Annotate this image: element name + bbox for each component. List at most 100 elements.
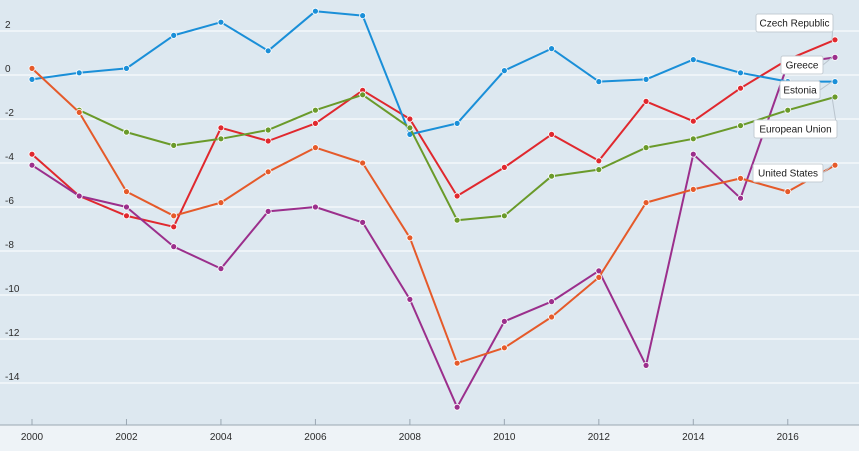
data-point-united-states[interactable] <box>312 144 319 152</box>
data-point-estonia[interactable] <box>453 120 461 127</box>
data-point-united-states[interactable] <box>170 212 178 220</box>
data-point-czech-republic[interactable] <box>595 157 603 165</box>
data-point-greece[interactable] <box>642 361 650 369</box>
data-point-greece[interactable] <box>737 194 744 202</box>
legend-item-czech-republic[interactable]: Czech Republic <box>755 13 834 40</box>
data-point-greece[interactable] <box>689 150 697 158</box>
data-point-estonia[interactable] <box>264 47 272 55</box>
data-point-greece[interactable] <box>264 207 272 215</box>
legend-item-european-union[interactable]: European Union <box>753 96 838 139</box>
data-point-european-union[interactable] <box>170 141 178 149</box>
data-point-czech-republic[interactable] <box>453 192 461 200</box>
data-point-european-union[interactable] <box>312 106 319 114</box>
data-point-czech-republic[interactable] <box>312 120 319 127</box>
data-point-united-states[interactable] <box>737 174 744 182</box>
data-point-czech-republic[interactable] <box>548 130 555 138</box>
data-point-estonia[interactable] <box>689 56 697 63</box>
data-point-european-union[interactable] <box>595 166 603 174</box>
legend-item-united-states[interactable]: United States <box>752 163 833 183</box>
data-point-european-union[interactable] <box>689 135 697 143</box>
y-tick-label: 2 <box>5 20 11 31</box>
data-point-greece[interactable] <box>548 298 555 306</box>
data-point-united-states[interactable] <box>689 185 697 193</box>
data-point-european-union[interactable] <box>831 93 839 101</box>
legend-box <box>755 13 834 33</box>
data-point-czech-republic[interactable] <box>264 137 272 145</box>
data-point-czech-republic[interactable] <box>642 98 650 105</box>
data-point-greece[interactable] <box>831 54 839 61</box>
data-point-czech-republic[interactable] <box>689 117 697 125</box>
data-point-czech-republic[interactable] <box>737 84 744 92</box>
data-point-european-union[interactable] <box>217 135 225 143</box>
data-point-greece[interactable] <box>28 161 36 169</box>
data-point-european-union[interactable] <box>123 128 130 136</box>
data-point-european-union[interactable] <box>264 126 272 134</box>
x-tick-label: 2008 <box>399 432 422 443</box>
data-point-united-states[interactable] <box>784 188 792 196</box>
y-tick-label: -2 <box>5 108 14 119</box>
data-point-estonia[interactable] <box>500 67 508 74</box>
data-point-european-union[interactable] <box>784 106 792 114</box>
data-point-united-states[interactable] <box>359 159 367 167</box>
data-point-czech-republic[interactable] <box>500 163 508 171</box>
y-axis-ticks: 2 0 -2 -4 -6 -8 -10 -12 -14 <box>5 20 20 383</box>
data-point-czech-republic[interactable] <box>217 124 225 132</box>
data-point-european-union[interactable] <box>737 122 744 129</box>
x-tick-label: 2012 <box>588 432 611 443</box>
data-point-european-union[interactable] <box>406 124 414 132</box>
data-point-greece[interactable] <box>170 243 178 251</box>
x-tick-label: 2004 <box>210 432 233 443</box>
data-point-united-states[interactable] <box>453 359 461 367</box>
data-point-czech-republic[interactable] <box>123 212 130 220</box>
data-point-estonia[interactable] <box>123 65 130 72</box>
data-point-greece[interactable] <box>75 192 83 200</box>
data-point-united-states[interactable] <box>75 109 83 116</box>
data-point-estonia[interactable] <box>595 78 603 85</box>
data-point-czech-republic[interactable] <box>28 150 36 158</box>
data-point-united-states[interactable] <box>500 344 508 352</box>
data-point-united-states[interactable] <box>217 199 225 207</box>
data-point-estonia[interactable] <box>359 12 367 19</box>
legend-item-greece[interactable]: Greece <box>780 55 833 75</box>
data-point-greece[interactable] <box>500 317 508 325</box>
data-point-greece[interactable] <box>217 265 225 273</box>
x-axis: 2000 2002 2004 2006 2008 2010 2012 2014 2016 <box>0 419 859 451</box>
data-point-united-states[interactable] <box>595 273 603 281</box>
data-point-greece[interactable] <box>453 403 461 411</box>
data-point-czech-republic[interactable] <box>831 36 839 44</box>
data-point-estonia[interactable] <box>831 78 839 85</box>
legend-label-united-states: United States <box>758 169 818 180</box>
legend-item-estonia[interactable]: Estonia <box>779 80 833 100</box>
data-point-united-states[interactable] <box>28 65 36 72</box>
data-point-united-states[interactable] <box>831 161 839 169</box>
data-point-united-states[interactable] <box>264 168 272 176</box>
legend-box <box>753 119 838 139</box>
data-point-united-states[interactable] <box>642 199 650 207</box>
y-tick-label: 0 <box>5 64 11 75</box>
data-point-greece[interactable] <box>359 218 367 226</box>
data-point-estonia[interactable] <box>642 76 650 83</box>
data-point-greece[interactable] <box>312 203 319 211</box>
data-point-european-union[interactable] <box>359 91 367 99</box>
data-point-estonia[interactable] <box>28 76 36 83</box>
data-point-estonia[interactable] <box>217 18 225 26</box>
data-point-estonia[interactable] <box>170 32 178 39</box>
data-point-united-states[interactable] <box>123 188 130 196</box>
data-point-european-union[interactable] <box>500 212 508 220</box>
data-point-czech-republic[interactable] <box>170 223 178 231</box>
data-point-european-union[interactable] <box>642 144 650 152</box>
data-point-greece[interactable] <box>406 295 414 303</box>
x-tick-label: 2000 <box>21 432 44 443</box>
data-point-united-states[interactable] <box>548 313 555 321</box>
data-point-estonia[interactable] <box>312 7 319 15</box>
data-point-european-union[interactable] <box>548 172 555 180</box>
legend-label-czech-republic: Czech Republic <box>759 19 829 30</box>
data-point-united-states[interactable] <box>406 234 414 242</box>
data-point-estonia[interactable] <box>548 45 555 52</box>
x-tick-label: 2006 <box>304 432 327 443</box>
data-point-estonia[interactable] <box>75 69 83 77</box>
data-point-estonia[interactable] <box>737 69 744 77</box>
data-point-european-union[interactable] <box>453 216 461 224</box>
data-point-greece[interactable] <box>123 203 130 211</box>
data-point-czech-republic[interactable] <box>406 115 414 123</box>
